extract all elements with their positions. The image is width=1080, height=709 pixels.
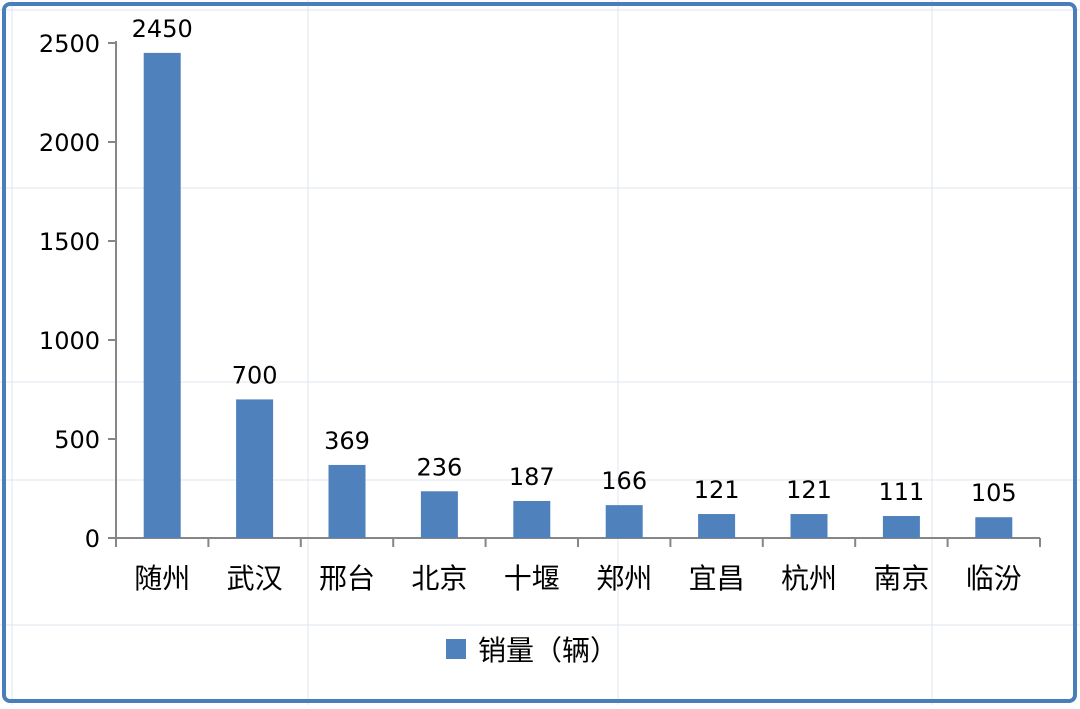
- bar: [420, 491, 458, 538]
- x-tick-label: 邢台: [319, 562, 375, 595]
- x-tick-label: 临汾: [966, 562, 1022, 595]
- bar: [236, 399, 274, 538]
- data-label: 121: [786, 476, 832, 504]
- x-tick-label: 十堰: [504, 562, 560, 595]
- data-label: 105: [971, 479, 1017, 507]
- y-axis: 0 500 1000 1500 2000 2500: [39, 30, 117, 553]
- bar: [882, 516, 920, 538]
- data-label: 2450: [132, 15, 193, 43]
- y-tick-label: 0: [85, 525, 100, 553]
- data-label: 236: [416, 453, 462, 481]
- x-tick-label: 武汉: [227, 562, 283, 595]
- x-tick-label: 杭州: [781, 562, 837, 595]
- x-tick-label: 南京: [873, 562, 929, 595]
- bar: [513, 500, 551, 538]
- data-label: 111: [878, 478, 924, 506]
- bar: [698, 514, 736, 538]
- legend: 销量（辆）: [446, 634, 618, 667]
- y-tick-label: 1500: [39, 228, 100, 256]
- data-label: 166: [601, 467, 647, 495]
- legend-label: 销量（辆）: [478, 634, 618, 667]
- y-tick-label: 2000: [39, 129, 100, 157]
- data-labels: 2450 700 369 236 187 166 121 121 111 105: [132, 15, 1017, 507]
- y-tick-label: 1000: [39, 327, 100, 355]
- bar: [143, 52, 181, 539]
- bar: [328, 464, 366, 538]
- legend-swatch: [446, 639, 466, 659]
- x-axis: 随州 武汉 邢台 北京 十堰 郑州 宜昌 杭州 南京 临汾: [115, 537, 1041, 595]
- data-label: 187: [509, 463, 555, 491]
- y-tick-label: 500: [54, 426, 100, 454]
- x-tick-label: 北京: [411, 562, 467, 595]
- data-label: 700: [232, 361, 278, 389]
- bar: [605, 505, 643, 538]
- bars: [143, 52, 1013, 539]
- data-label: 369: [324, 427, 370, 455]
- bar: [790, 514, 828, 538]
- y-tick-label: 2500: [39, 30, 100, 58]
- bar: [975, 517, 1013, 538]
- x-tick-label: 宜昌: [689, 562, 745, 595]
- data-label: 121: [694, 476, 740, 504]
- x-tick-label: 郑州: [596, 562, 652, 595]
- x-tick-label: 随州: [134, 562, 190, 595]
